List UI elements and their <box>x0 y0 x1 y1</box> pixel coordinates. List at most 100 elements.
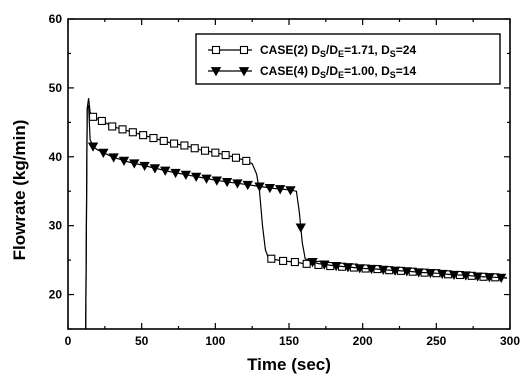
data-point <box>285 186 296 196</box>
data-point <box>254 182 265 192</box>
data-point <box>231 153 241 162</box>
data-point <box>97 116 106 126</box>
data-point <box>354 264 365 274</box>
data-point <box>211 176 222 186</box>
legend-text-part: =1.71, D <box>344 43 390 57</box>
legend-subscript: S <box>320 49 326 59</box>
legend-text-part: D <box>311 64 320 78</box>
data-point <box>149 133 158 143</box>
data-point <box>221 177 233 188</box>
legend-text-part: /D <box>326 64 338 78</box>
data-point <box>274 185 286 195</box>
data-point <box>484 273 495 283</box>
data-point <box>201 174 212 184</box>
data-point <box>290 257 299 267</box>
series-1 <box>85 98 508 330</box>
data-point <box>139 161 150 172</box>
data-point <box>401 267 413 277</box>
legend-subscript: E <box>338 49 344 59</box>
data-point <box>302 259 311 268</box>
legend-text-part: =1.00, D <box>344 64 390 78</box>
legend-text-part: =14 <box>396 64 417 78</box>
data-point <box>149 164 161 174</box>
x-axis-title: Time (sec) <box>247 355 331 374</box>
series-layer <box>85 98 508 330</box>
x-tick-label: 0 <box>65 334 72 348</box>
legend-box <box>195 33 501 85</box>
data-point <box>378 265 389 275</box>
legend-subscript: E <box>338 70 344 80</box>
data-point <box>160 166 171 176</box>
legend-marker <box>211 45 221 55</box>
x-tick-label: 250 <box>426 334 446 348</box>
legend-marker <box>238 67 250 77</box>
data-point <box>330 261 342 272</box>
y-tick-label: 40 <box>49 150 63 164</box>
data-point <box>200 146 210 155</box>
data-point <box>472 272 483 282</box>
data-point <box>139 131 148 140</box>
data-point <box>87 142 99 152</box>
data-point <box>190 144 199 153</box>
legend-text-part: /D <box>326 43 338 57</box>
data-point <box>267 254 276 263</box>
data-point <box>342 263 354 273</box>
data-point <box>495 273 507 283</box>
x-tick-label: 300 <box>500 334 520 348</box>
series-line <box>85 104 508 330</box>
legend-text-part: CASE(4) <box>260 64 308 78</box>
legend-text-part: D <box>311 43 320 57</box>
data-point <box>425 269 436 279</box>
data-point <box>180 141 189 150</box>
data-point <box>232 179 243 189</box>
legend-subscript: S <box>320 70 326 80</box>
y-tick-label: 50 <box>49 81 63 95</box>
data-point <box>118 125 127 134</box>
x-tick-label: 100 <box>205 334 225 348</box>
data-point <box>307 258 318 268</box>
data-point <box>180 170 192 181</box>
data-point <box>264 183 276 194</box>
data-point <box>242 156 251 165</box>
legend-marker <box>239 45 249 55</box>
legend-text-part: CASE(2) <box>260 43 308 57</box>
data-point <box>170 168 181 179</box>
x-tick-label: 200 <box>353 334 373 348</box>
legend-marker <box>210 67 222 77</box>
legend-label: CASE(4) DS/DE=1.00, DS=14 <box>260 64 416 80</box>
legend-label: CASE(2) DS/DE=1.71, DS=24 <box>260 43 416 59</box>
data-point <box>108 153 119 163</box>
axis-ticks: 0 50 100 150 200 250 300 20 30 40 50 60 <box>49 12 521 348</box>
series-2 <box>85 104 508 330</box>
data-point <box>242 180 253 191</box>
y-tick-label: 60 <box>49 12 63 26</box>
data-point <box>211 148 220 157</box>
data-point <box>118 156 130 166</box>
data-point <box>129 159 140 169</box>
data-point <box>170 139 179 148</box>
y-tick-label: 20 <box>49 288 63 302</box>
data-point <box>448 270 460 281</box>
x-tick-label: 150 <box>279 334 299 348</box>
x-tick-label: 50 <box>135 334 149 348</box>
y-axis-title: Flowrate (kg/min) <box>10 120 29 261</box>
legend-text-part: =24 <box>396 43 417 57</box>
data-point <box>460 271 471 281</box>
data-point <box>221 151 230 160</box>
legend-subscript: S <box>390 70 396 80</box>
data-point <box>190 172 202 182</box>
data-point <box>108 122 117 131</box>
y-tick-label: 30 <box>49 219 63 233</box>
series-line <box>85 98 508 330</box>
data-point <box>279 256 288 265</box>
data-point <box>295 223 306 233</box>
data-point <box>413 268 424 278</box>
data-point <box>88 112 98 121</box>
data-point <box>319 260 330 270</box>
legend-subscript: S <box>390 49 396 59</box>
data-point <box>389 266 401 276</box>
data-point <box>366 264 377 275</box>
data-point <box>159 136 168 145</box>
